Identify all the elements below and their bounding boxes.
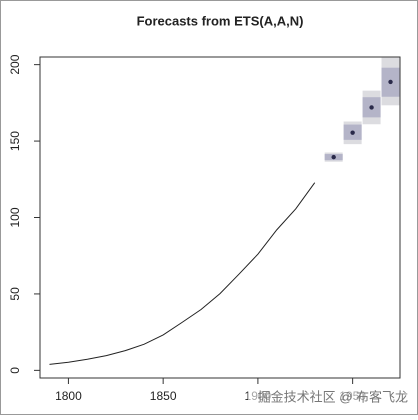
watermark: 掘金技术社区 @ 布客飞龙 xyxy=(258,389,408,404)
y-tick-label: 0 xyxy=(8,367,22,374)
forecast-point xyxy=(388,79,393,85)
chart-title: Forecasts from ETS(A,A,N) xyxy=(137,13,304,28)
forecast-point xyxy=(331,154,336,160)
x-tick-label: 1850 xyxy=(150,389,177,403)
y-tick-label: 150 xyxy=(8,131,22,151)
y-tick-label: 100 xyxy=(8,207,22,227)
y-tick-label: 50 xyxy=(8,287,22,301)
x-tick-label: 1800 xyxy=(55,389,82,403)
y-tick-label: 200 xyxy=(8,54,22,74)
forecast-point xyxy=(350,130,355,135)
watermark-bg xyxy=(248,388,413,408)
forecast-point xyxy=(369,105,374,110)
data-line xyxy=(49,182,316,365)
